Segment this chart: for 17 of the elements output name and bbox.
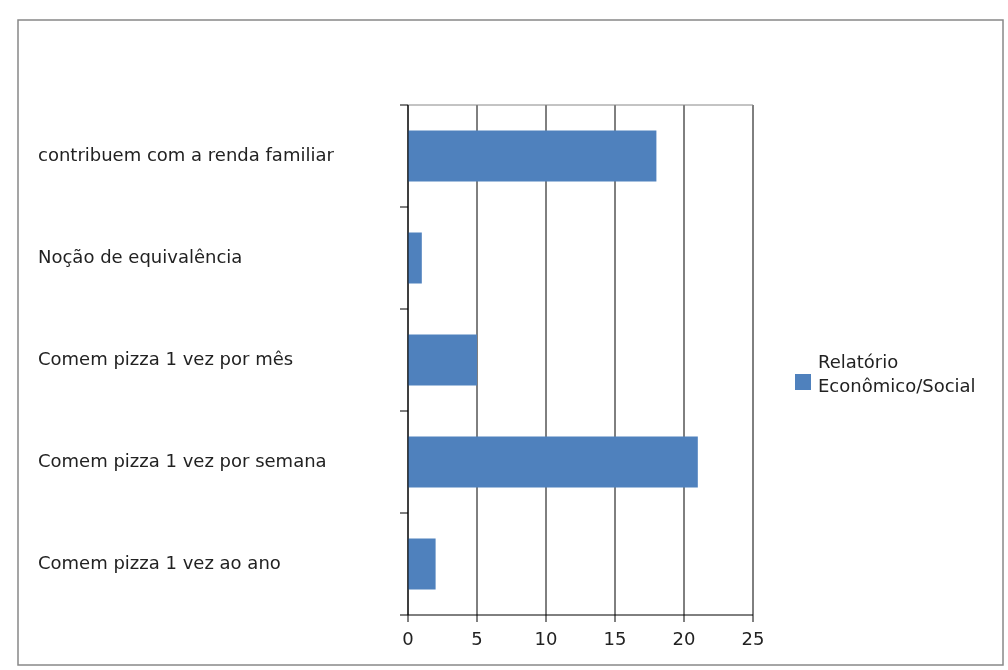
bar [408,436,698,488]
x-tick-label: 25 [741,628,765,649]
y-tick-label: Comem pizza 1 vez por mês [38,348,294,369]
bar [408,130,657,182]
bar [408,538,436,590]
y-tick-label: Noção de equivalência [38,246,243,267]
y-tick-label: Comem pizza 1 vez ao ano [38,552,281,573]
x-tick-label: 15 [603,628,627,649]
bar [408,334,477,386]
x-tick-label: 20 [672,628,696,649]
x-tick-label: 5 [471,628,483,649]
y-tick-label: contribuem com a renda familiar [38,144,335,165]
bar [408,232,422,284]
legend-label: Relatório Econômico/Social [818,351,976,396]
x-tick-label: 0 [402,628,414,649]
y-tick-label: Comem pizza 1 vez por semana [38,450,327,471]
x-tick-label: 10 [534,628,558,649]
